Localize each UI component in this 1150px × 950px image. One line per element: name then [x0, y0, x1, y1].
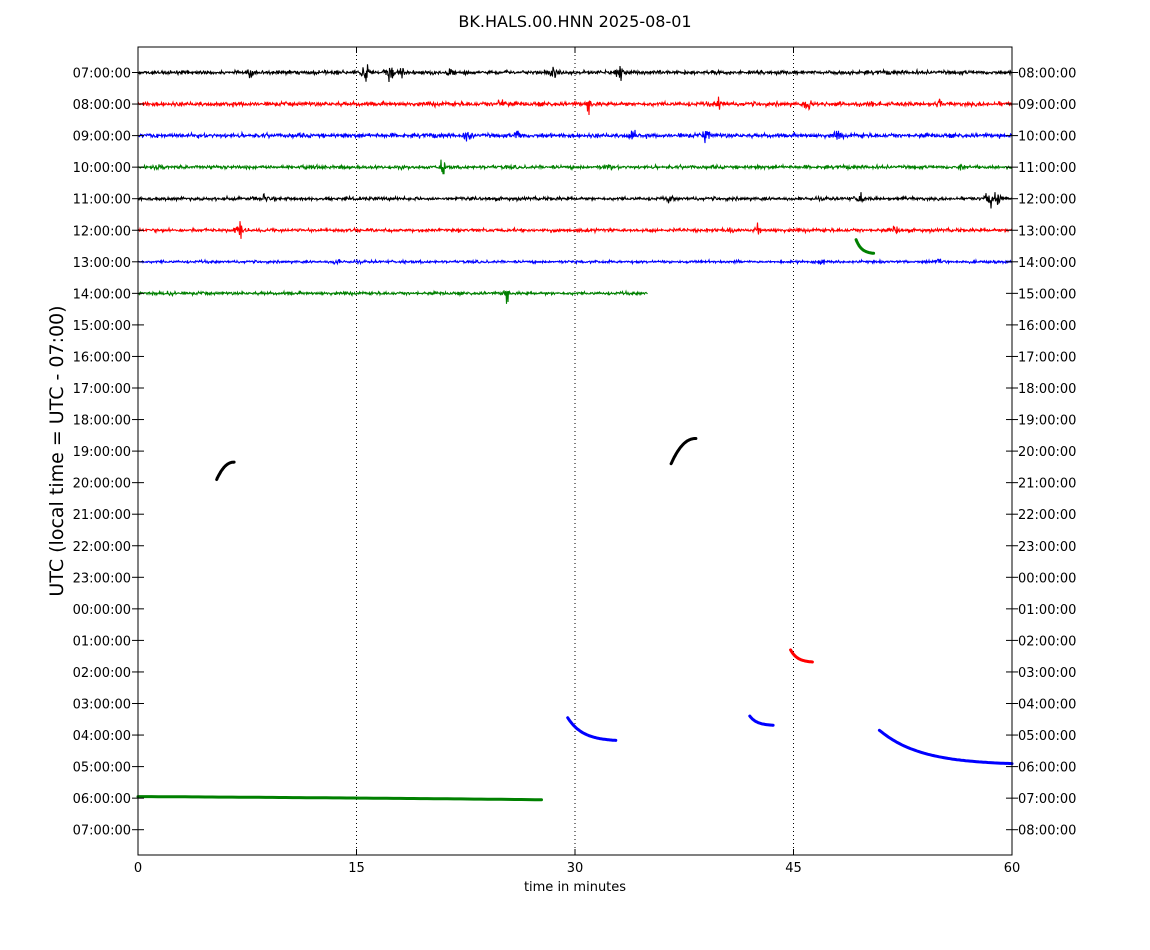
gridlines: [356, 47, 794, 855]
trace-row-4: [137, 192, 1013, 209]
y-tick-label-left: 03:00:00: [73, 698, 131, 713]
y-tick-label-right: 12:00:00: [1018, 193, 1076, 208]
trace-drift-10: [669, 437, 698, 466]
y-ticks-right: 08:00:00 09:00:00 10:00:00 11:00:00 12:00:00…: [1006, 67, 1076, 839]
y-tick-label-left: 19:00:00: [73, 445, 131, 460]
y-tick-label-left: 20:00:00: [73, 477, 131, 492]
trace-row-3: [138, 159, 1013, 175]
trace-drift-9: [215, 460, 236, 481]
trace-drift-14: [877, 728, 1014, 766]
y-tick-label-left: 12:00:00: [73, 224, 131, 239]
y-tick-label-left: 11:00:00: [73, 193, 131, 208]
y-tick-label-right: 01:00:00: [1018, 603, 1076, 618]
y-ticks-left: 07:00:00 08:00:00 09:00:00 10:00:00 11:00:00…: [73, 67, 144, 839]
y-tick-label-right: 19:00:00: [1018, 414, 1076, 429]
trace-row-6: [138, 258, 1012, 266]
x-ticks: 0 15 30 45 60: [134, 47, 1020, 876]
traces: [136, 64, 1014, 802]
y-tick-label-left: 09:00:00: [73, 130, 131, 145]
y-tick-label-left: 04:00:00: [73, 729, 131, 744]
y-axis-label: UTC (local time = UTC - 07:00): [46, 305, 68, 596]
x-tick-label: 60: [1004, 861, 1021, 876]
y-tick-label-right: 06:00:00: [1018, 761, 1076, 776]
y-tick-label-left: 23:00:00: [73, 571, 131, 586]
y-tick-label-right: 10:00:00: [1018, 130, 1076, 145]
y-tick-label-right: 02:00:00: [1018, 634, 1076, 649]
y-tick-label-right: 23:00:00: [1018, 540, 1076, 555]
y-tick-label-right: 04:00:00: [1018, 698, 1076, 713]
y-tick-label-right: 18:00:00: [1018, 382, 1076, 397]
y-tick-label-left: 15:00:00: [73, 319, 131, 334]
y-tick-label-left: 07:00:00: [73, 824, 131, 839]
y-tick-label-left: 08:00:00: [73, 98, 131, 113]
x-tick-label: 15: [348, 861, 365, 876]
y-tick-label-right: 08:00:00: [1018, 67, 1076, 82]
trace-row-0: [137, 64, 1013, 83]
trace-drift-12: [566, 716, 618, 742]
x-axis-label: time in minutes: [524, 880, 626, 895]
trace-row-7: [137, 289, 648, 304]
y-tick-label-right: 03:00:00: [1018, 666, 1076, 681]
y-tick-label-right: 05:00:00: [1018, 729, 1076, 744]
y-tick-label-right: 08:00:00: [1018, 824, 1076, 839]
y-tick-label-right: 11:00:00: [1018, 161, 1076, 176]
y-tick-label-right: 21:00:00: [1018, 477, 1076, 492]
y-tick-label-left: 06:00:00: [73, 792, 131, 807]
y-tick-label-right: 07:00:00: [1018, 792, 1076, 807]
trace-drift-15: [136, 795, 543, 802]
trace-drift-13: [748, 714, 775, 727]
y-tick-label-left: 18:00:00: [73, 414, 131, 429]
y-tick-label-right: 13:00:00: [1018, 224, 1076, 239]
trace-row-1: [137, 96, 1013, 116]
y-tick-label-left: 14:00:00: [73, 287, 131, 302]
x-tick-label: 45: [785, 861, 802, 876]
y-tick-label-left: 16:00:00: [73, 350, 131, 365]
y-tick-label-right: 17:00:00: [1018, 350, 1076, 365]
y-tick-label-left: 02:00:00: [73, 666, 131, 681]
y-tick-label-left: 00:00:00: [73, 603, 131, 618]
y-tick-label-left: 05:00:00: [73, 761, 131, 776]
y-tick-label-left: 01:00:00: [73, 634, 131, 649]
x-tick-label: 0: [134, 861, 142, 876]
trace-drift-11: [789, 648, 814, 664]
trace-row-2: [137, 129, 1013, 144]
y-tick-label-right: 15:00:00: [1018, 287, 1076, 302]
x-tick-label: 30: [567, 861, 584, 876]
y-tick-label-right: 09:00:00: [1018, 98, 1076, 113]
trace-row-5: [137, 221, 1013, 239]
y-tick-label-left: 22:00:00: [73, 540, 131, 555]
y-tick-label-right: 16:00:00: [1018, 319, 1076, 334]
chart-title: BK.HALS.00.HNN 2025-08-01: [458, 12, 691, 31]
y-tick-label-right: 14:00:00: [1018, 256, 1076, 271]
y-tick-label-right: 22:00:00: [1018, 508, 1076, 523]
y-tick-label-left: 07:00:00: [73, 67, 131, 82]
y-tick-label-right: 00:00:00: [1018, 571, 1076, 586]
trace-drift-8: [854, 238, 876, 255]
y-tick-label-left: 10:00:00: [73, 161, 131, 176]
y-tick-label-left: 21:00:00: [73, 508, 131, 523]
y-tick-label-left: 13:00:00: [73, 256, 131, 271]
y-tick-label-left: 17:00:00: [73, 382, 131, 397]
y-tick-label-right: 20:00:00: [1018, 445, 1076, 460]
